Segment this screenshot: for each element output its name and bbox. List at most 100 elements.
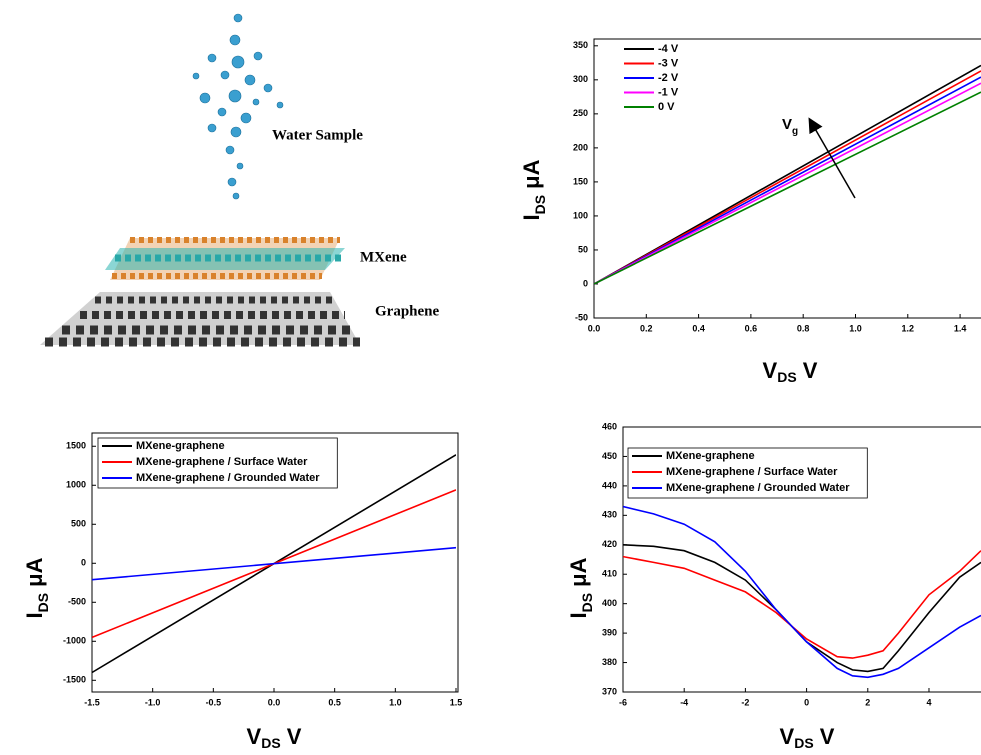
annotation-main: V xyxy=(782,116,792,133)
axis-label-main: V xyxy=(763,358,778,383)
y-tick-label: 460 xyxy=(602,421,617,431)
y-tick-label: 440 xyxy=(602,480,617,490)
series-line xyxy=(594,70,981,285)
y-tick-label: 200 xyxy=(573,142,588,152)
y-tick-label: 250 xyxy=(573,108,588,118)
axis-label-unit: μA xyxy=(519,159,544,195)
series-line xyxy=(623,550,981,659)
mxene-layer xyxy=(105,237,345,280)
plot-frame xyxy=(593,38,981,319)
y-tick-label: -500 xyxy=(68,597,86,607)
axis-label-unit: V xyxy=(797,358,818,383)
y-tick-label: 430 xyxy=(602,510,617,520)
x-tick-label: -1.5 xyxy=(84,697,100,707)
axis-label: VDS V xyxy=(780,724,835,751)
y-tick-label: 150 xyxy=(573,176,588,186)
chart: 0.0 0.2 0.4 0.6 0.8 1.0 1.2 1.4 -50 0 50 100 150 200 2… xyxy=(519,38,981,385)
y-tick-label: -50 xyxy=(575,312,588,322)
axis-label-unit: V xyxy=(814,724,835,749)
x-tick-label: 0.6 xyxy=(745,323,758,333)
axis-label: VDS V xyxy=(247,724,302,751)
series-line xyxy=(594,82,981,285)
axis-label-main: V xyxy=(780,724,795,749)
x-tick-label: 0 xyxy=(804,697,809,707)
y-tick-label: -1000 xyxy=(63,636,86,646)
x-tick-label: 1.0 xyxy=(389,697,402,707)
plot-lines xyxy=(623,505,981,679)
axis-label-unit: V xyxy=(281,724,302,749)
legend-label: -3 V xyxy=(658,57,679,69)
axis-label-sub: DS xyxy=(35,593,51,612)
x-tick-label: 0.4 xyxy=(692,323,705,333)
legend-frame xyxy=(627,447,868,499)
series-line xyxy=(623,544,981,673)
y-tick-label: 1500 xyxy=(66,441,86,451)
y-tick-label: 350 xyxy=(573,40,588,50)
legend-label: MXene-graphene / Grounded Water xyxy=(136,472,320,484)
plot-frame xyxy=(622,426,981,693)
axis-label-main: I xyxy=(519,214,544,220)
x-tick-label: -2 xyxy=(741,697,749,707)
legend: MXene-graphene MXene-graphene / Surface W… xyxy=(97,437,338,489)
legend-label: MXene-graphene xyxy=(136,440,225,452)
axis-label-sub: DS xyxy=(261,735,280,751)
axis-label-main: V xyxy=(247,724,262,749)
y-tick-label: 1000 xyxy=(66,480,86,490)
axis-label: IDS μA xyxy=(519,159,548,220)
chart: -1.5 -1.0 -0.5 0.0 0.5 1.0 1.5 -1500 -1000 -500 0 5… xyxy=(22,432,463,751)
series-line xyxy=(623,505,981,679)
legend-label: 0 V xyxy=(658,101,675,113)
annotation: Vg xyxy=(782,116,798,137)
chart: -6 -4 -2 0 2 4 370 380 390 400 410 420 430 440 450 460 V… xyxy=(566,421,981,751)
series-line xyxy=(594,76,981,285)
illustration-label: Graphene xyxy=(375,303,440,319)
x-tick-label: -0.5 xyxy=(206,697,222,707)
y-tick-label: 0 xyxy=(583,278,588,288)
illustration-label: MXene xyxy=(360,249,407,265)
axis-label: VDS V xyxy=(763,358,818,385)
plot-frame xyxy=(91,432,459,693)
x-tick-label: 0.2 xyxy=(640,323,653,333)
x-tick-label: 0.5 xyxy=(328,697,341,707)
legend-label: MXene-graphene / Grounded Water xyxy=(666,482,850,494)
x-tick-label: 0.0 xyxy=(268,697,281,707)
axis-label-sub: DS xyxy=(794,735,813,751)
y-tick-label: -1500 xyxy=(63,675,86,685)
y-tick-label: 420 xyxy=(602,539,617,549)
y-tick-label: 380 xyxy=(602,657,617,667)
x-tick-label: 1.5 xyxy=(450,697,463,707)
axis-label: IDS μA xyxy=(566,557,595,618)
x-tick-label: 1.0 xyxy=(849,323,862,333)
illustration: Water Sample MXene Graphene xyxy=(40,13,440,347)
plot-lines xyxy=(594,64,981,285)
legend-label: MXene-graphene / Surface Water xyxy=(136,456,308,468)
series-line xyxy=(594,91,981,285)
legend: MXene-graphene MXene-graphene / Surface W… xyxy=(627,447,868,499)
x-tick-label: 2 xyxy=(865,697,870,707)
series-line xyxy=(92,546,456,581)
axis-label-sub: DS xyxy=(579,593,595,612)
water-drops xyxy=(192,13,284,200)
series-line xyxy=(594,64,981,285)
y-tick-label: 0 xyxy=(81,558,86,568)
annotation-arrow xyxy=(808,117,856,199)
illustration-label: Water Sample xyxy=(272,127,363,143)
legend-label: -1 V xyxy=(658,86,679,98)
legend: -4 V -3 V -2 V -1 V 0 V xyxy=(624,43,679,113)
y-tick-label: 50 xyxy=(578,244,588,254)
x-tick-label: 0.8 xyxy=(797,323,810,333)
axis-label-sub: DS xyxy=(532,195,548,214)
legend-label: MXene-graphene xyxy=(666,450,755,462)
x-tick-label: -1.0 xyxy=(145,697,161,707)
axis-label-main: I xyxy=(566,612,591,618)
plot-lines xyxy=(92,454,456,674)
y-tick-label: 390 xyxy=(602,627,617,637)
y-tick-label: 500 xyxy=(71,519,86,529)
y-tick-label: 410 xyxy=(602,569,617,579)
axis-label-main: I xyxy=(22,612,47,618)
legend-label: MXene-graphene / Surface Water xyxy=(666,466,838,478)
y-tick-label: 370 xyxy=(602,686,617,696)
legend-label: -2 V xyxy=(658,72,679,84)
y-tick-label: 400 xyxy=(602,598,617,608)
